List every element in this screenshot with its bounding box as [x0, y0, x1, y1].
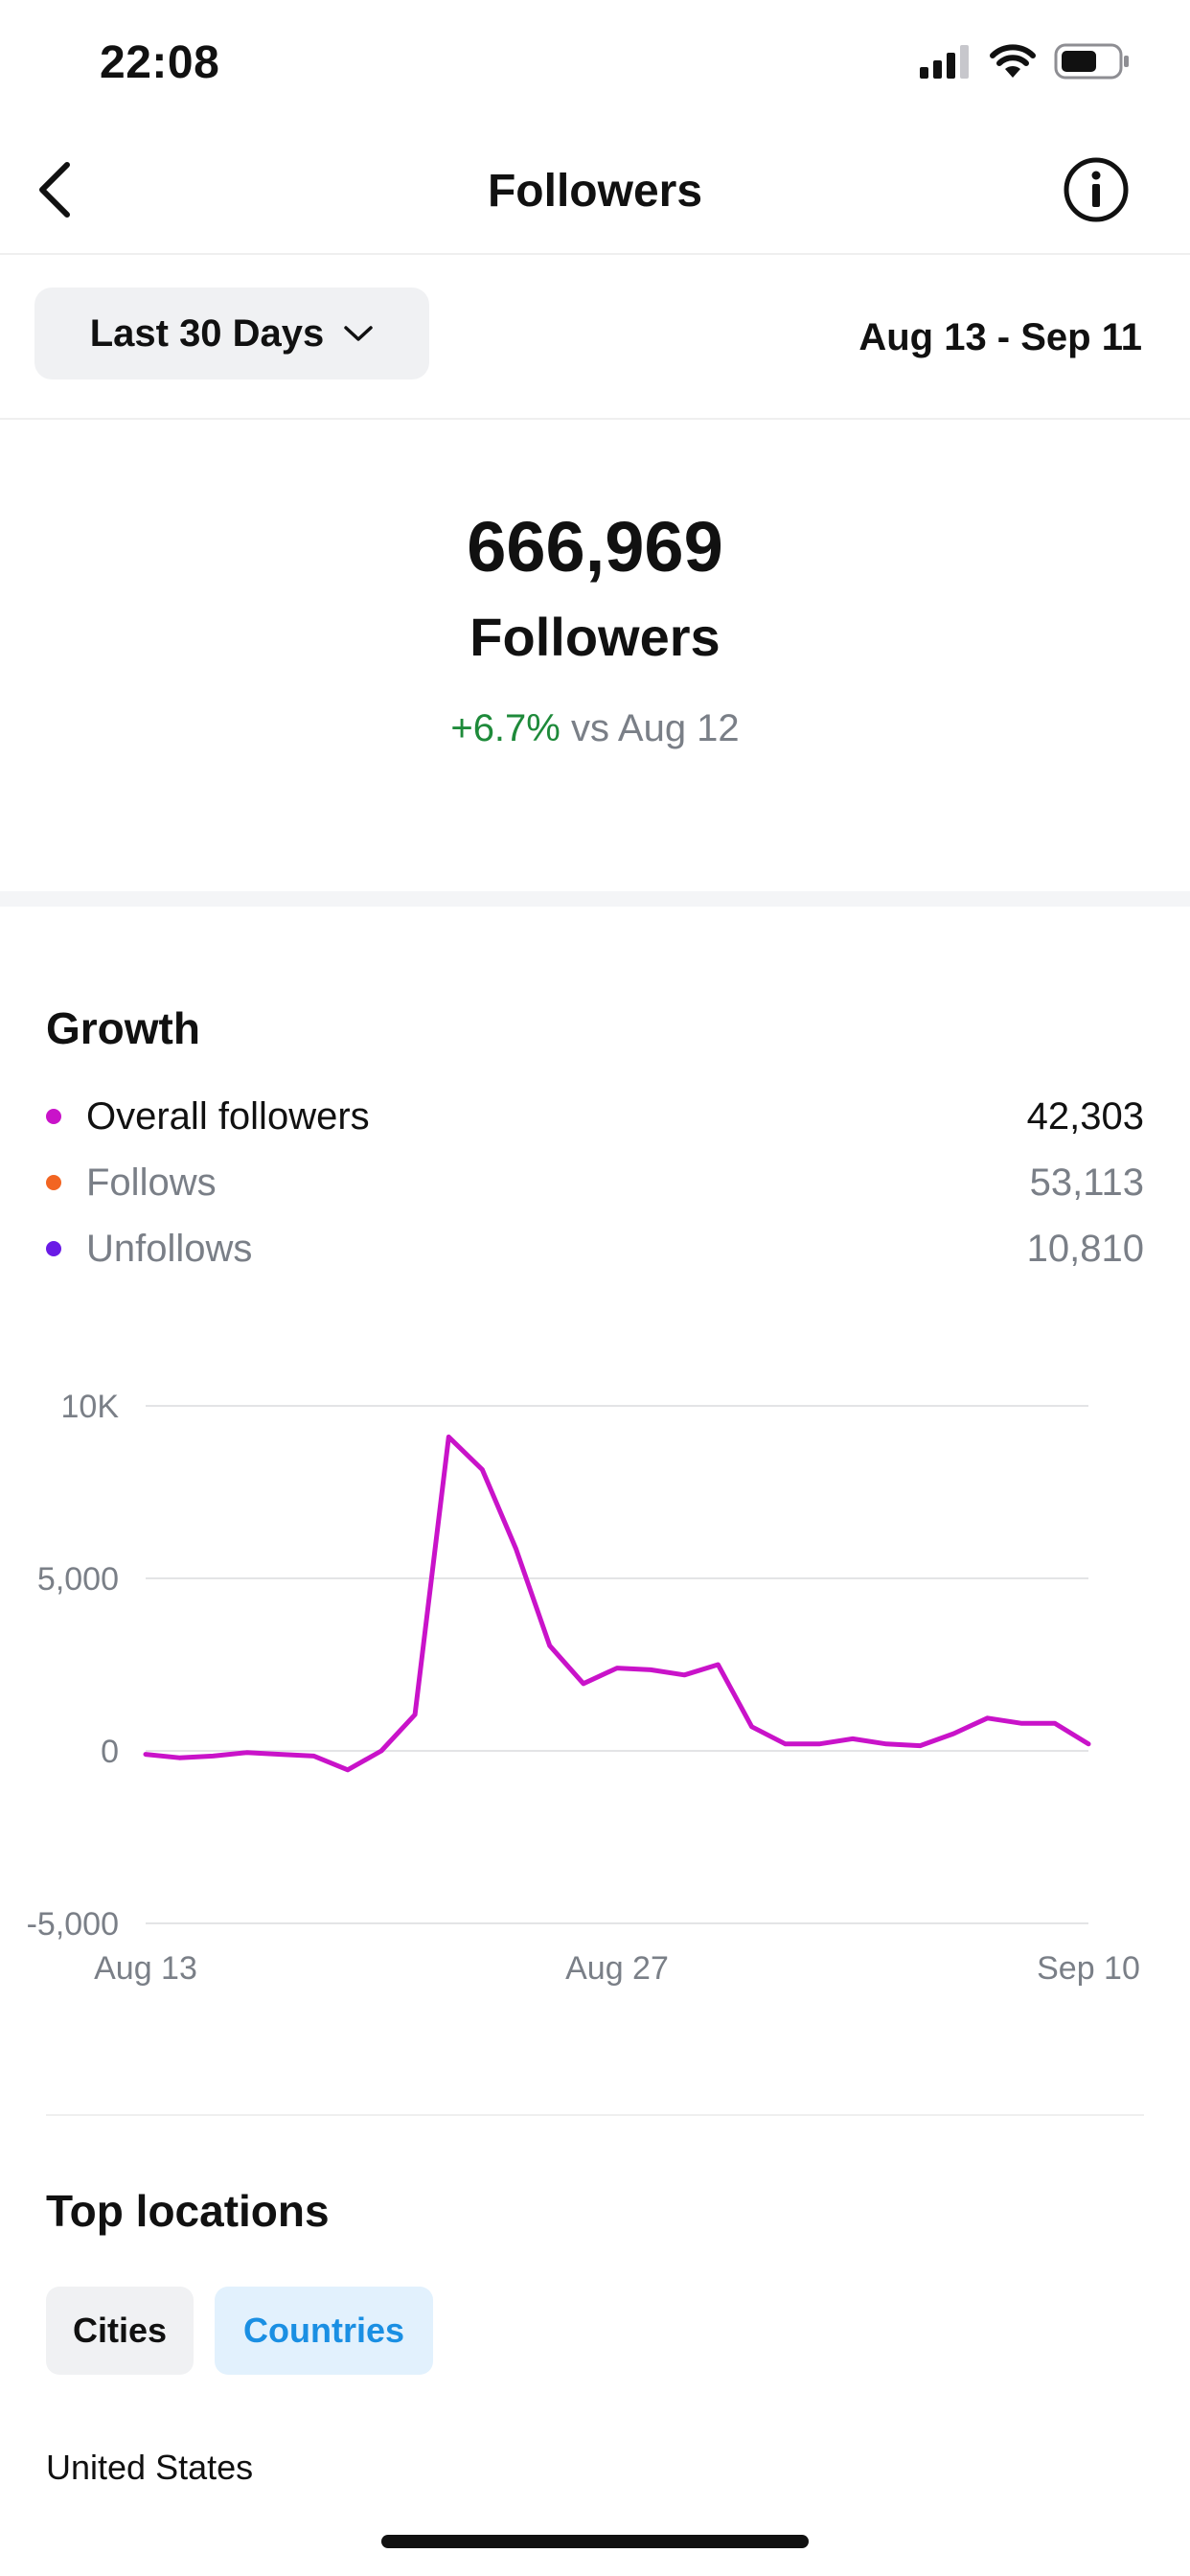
data-point — [142, 1751, 149, 1759]
back-arrow-icon[interactable] — [34, 159, 77, 220]
battery-icon — [1054, 43, 1129, 80]
data-point — [478, 1466, 486, 1474]
data-point — [882, 1740, 890, 1748]
legend-unfollows: Unfollows 10,810 — [46, 1220, 1144, 1277]
y-tick-label: -5,000 — [27, 1906, 119, 1943]
top-locations-title: Top locations — [46, 2186, 330, 2236]
data-point — [815, 1740, 823, 1748]
data-point — [242, 1749, 250, 1757]
legend-dot — [46, 1109, 61, 1124]
data-point — [277, 1751, 285, 1759]
data-point — [445, 1433, 452, 1440]
follower-change-percent: +6.7% — [450, 707, 561, 749]
data-point — [1051, 1719, 1059, 1727]
x-tick-label: Aug 27 — [565, 1950, 669, 1987]
data-point — [613, 1665, 621, 1672]
location-item: United States — [46, 2448, 254, 2487]
legend-dot — [46, 1241, 61, 1256]
data-point — [680, 1671, 688, 1679]
legend-value: 10,810 — [1026, 1227, 1144, 1270]
data-point — [344, 1766, 352, 1774]
tab-cities[interactable]: Cities — [46, 2287, 194, 2375]
data-point — [748, 1723, 756, 1731]
y-tick-label: 10K — [61, 1389, 120, 1425]
follower-change: +6.7% vs Aug 12 — [0, 707, 1190, 750]
legend-dot — [46, 1175, 61, 1190]
growth-chart: 10K 5,000 0 -5,000 Aug 13 Aug 27 Sep 10 — [27, 1389, 1140, 1987]
data-point — [378, 1747, 385, 1755]
date-range-text: Aug 13 - Sep 11 — [858, 316, 1142, 358]
chevron-down-icon — [344, 326, 374, 341]
data-point — [209, 1752, 217, 1760]
status-icons — [918, 42, 1131, 80]
data-point — [984, 1714, 992, 1722]
section-separator — [0, 891, 1190, 907]
growth-title: Growth — [46, 1003, 200, 1053]
data-point — [580, 1680, 587, 1688]
status-time: 22:08 — [100, 37, 220, 88]
date-range-dropdown-label: Last 30 Days — [89, 311, 325, 355]
legend-value: 42,303 — [1026, 1094, 1144, 1138]
data-point — [950, 1730, 957, 1737]
data-point — [714, 1661, 721, 1668]
x-tick-label: Sep 10 — [1037, 1950, 1140, 1987]
y-tick-label: 0 — [101, 1734, 119, 1770]
data-point — [647, 1666, 654, 1673]
legend-name: Overall followers — [86, 1094, 370, 1138]
y-tick-label: 5,000 — [37, 1561, 119, 1598]
legend-overall-followers: Overall followers 42,303 — [46, 1088, 1144, 1145]
data-point — [1085, 1740, 1092, 1748]
home-indicator[interactable] — [381, 2535, 809, 2548]
data-point — [849, 1735, 857, 1742]
data-point — [411, 1711, 419, 1718]
cellular-signal-icon — [920, 45, 969, 79]
legend-name: Follows — [86, 1161, 217, 1204]
data-point — [175, 1754, 183, 1761]
legend-follows: Follows 53,113 — [46, 1154, 1144, 1211]
tab-countries[interactable]: Countries — [215, 2287, 433, 2375]
info-icon[interactable] — [1062, 155, 1131, 224]
x-tick-label: Aug 13 — [94, 1950, 197, 1987]
header-divider — [0, 253, 1190, 255]
range-divider — [0, 418, 1190, 420]
section-divider — [46, 2114, 1144, 2116]
wifi-icon — [990, 44, 1036, 78]
data-point — [310, 1752, 318, 1760]
series-line-overall-followers — [143, 1434, 1091, 1773]
date-range-dropdown[interactable]: Last 30 Days — [34, 288, 429, 380]
legend-value: 53,113 — [1029, 1161, 1144, 1204]
data-point — [916, 1742, 924, 1750]
data-point — [1018, 1719, 1025, 1727]
follower-count: 666,969 — [467, 507, 723, 586]
data-point — [782, 1740, 790, 1748]
data-point — [546, 1642, 554, 1649]
follower-change-compare: vs Aug 12 — [570, 707, 740, 749]
follower-count-label: Followers — [469, 607, 721, 667]
data-point — [513, 1545, 520, 1552]
legend-name: Unfollows — [86, 1227, 253, 1270]
page-title: Followers — [487, 166, 703, 217]
